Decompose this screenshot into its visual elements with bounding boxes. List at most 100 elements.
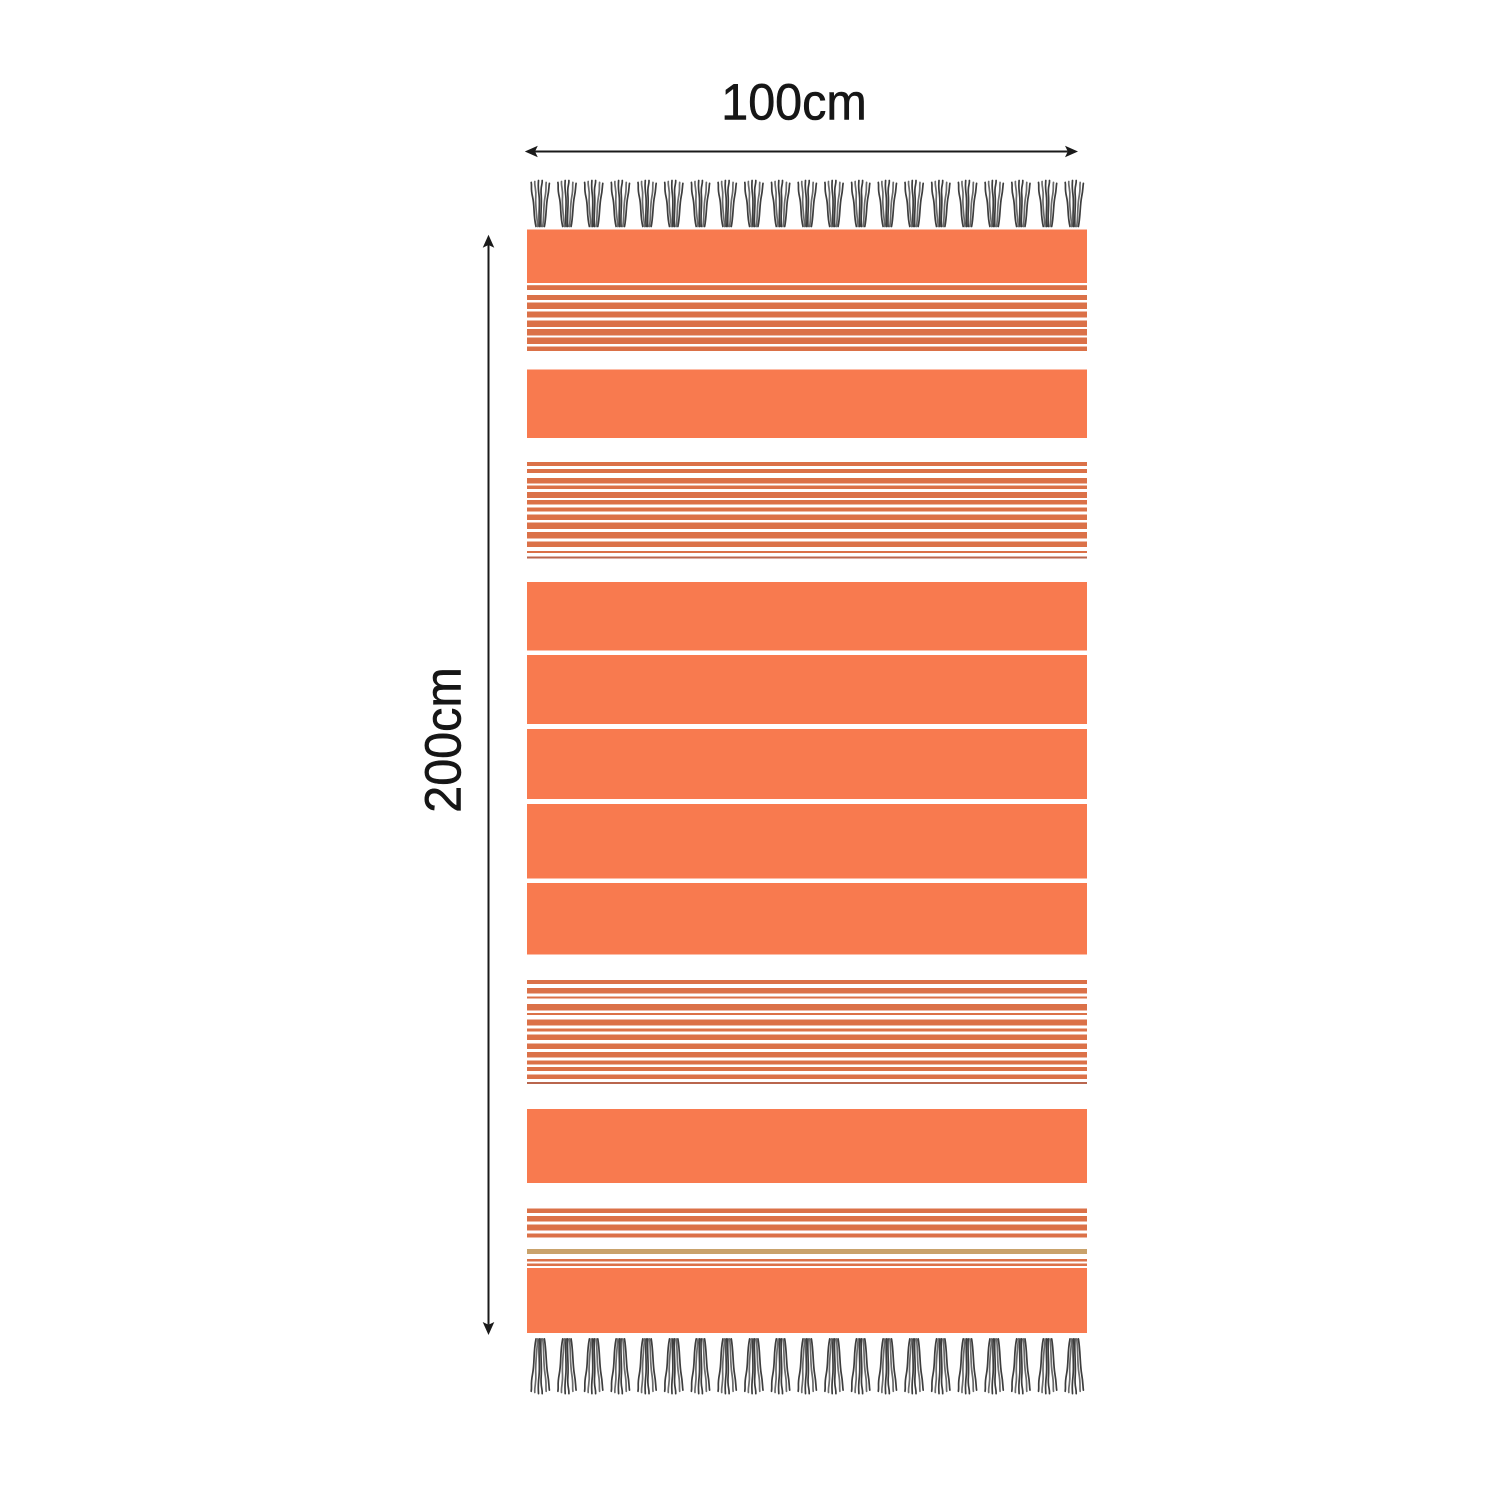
tassel-bundle — [637, 179, 658, 228]
tassel-bundle — [717, 1338, 738, 1395]
towel-thin-stripe — [527, 1019, 1087, 1026]
tassel-bundle — [1064, 179, 1085, 228]
towel-thin-stripe — [527, 1013, 1087, 1015]
towel-thin-stripe — [527, 329, 1087, 336]
towel-thin-stripe — [527, 980, 1087, 984]
towel-solid-block — [527, 369, 1087, 438]
tassel-bundle — [743, 1338, 764, 1395]
towel-solid-block — [527, 229, 1087, 283]
width-dimension-label: 100cm — [721, 73, 867, 131]
tassel-bundle — [877, 179, 898, 228]
tassel-bundle — [984, 179, 1005, 228]
tassel-bundle — [690, 179, 711, 228]
height-arrowhead-top — [482, 234, 495, 248]
towel-thin-stripe — [527, 492, 1087, 498]
towel-thin-stripe — [527, 337, 1087, 344]
tassel-bundle — [984, 1338, 1005, 1395]
towel-body — [527, 229, 1087, 1333]
tassel-bundle — [824, 179, 844, 228]
towel-top-fringe — [530, 179, 1085, 228]
towel-thin-stripe — [527, 1028, 1087, 1032]
towel-bottom-fringe — [530, 1338, 1085, 1395]
tassel-bundle — [583, 179, 604, 228]
towel-solid-block — [527, 1109, 1087, 1183]
tassel-bundle — [850, 1338, 871, 1395]
towel-thin-stripe — [527, 295, 1087, 300]
tassel-bundle — [957, 179, 978, 228]
towel-thin-stripe — [527, 1233, 1087, 1238]
towel-thin-stripe — [527, 320, 1087, 327]
towel-thin-stripe — [527, 485, 1087, 489]
height-dimension-arrow — [482, 234, 495, 1335]
towel-thin-stripe — [527, 532, 1087, 539]
tassel-bundle — [877, 1338, 898, 1395]
tassel-bundle — [1064, 1338, 1085, 1395]
towel-thin-stripe — [527, 541, 1087, 547]
towel-thin-stripe — [527, 1224, 1087, 1231]
tassel-bundle — [583, 1338, 604, 1395]
tassel-bundle — [823, 1338, 845, 1395]
towel-thin-stripe — [527, 514, 1087, 520]
tassel-bundle — [797, 1338, 818, 1395]
height-arrowhead-bottom — [482, 1322, 495, 1335]
tassel-bundle — [556, 1338, 578, 1395]
tassel-bundle — [770, 1338, 791, 1395]
tassel-bundle — [1010, 1338, 1031, 1395]
towel-thin-stripe — [527, 285, 1087, 290]
towel-thin-stripe — [527, 1216, 1087, 1222]
width-arrowhead-left — [524, 145, 538, 158]
tassel-bundle — [930, 179, 951, 228]
towel-thin-stripe — [527, 1052, 1087, 1058]
tassel-bundle — [690, 1338, 711, 1395]
tassel-bundle — [1037, 179, 1058, 228]
tassel-bundle — [797, 179, 818, 228]
towel-thin-stripe — [527, 551, 1087, 553]
towel-thin-stripe — [527, 478, 1087, 484]
towel-thin-stripe — [527, 507, 1087, 512]
tassel-bundle — [850, 179, 871, 228]
tassel-bundle — [530, 179, 551, 228]
towel-thin-stripe — [527, 1067, 1087, 1071]
towel-thin-stripe — [527, 500, 1087, 505]
tassel-bundle — [957, 1338, 978, 1395]
towel-thin-stripe — [527, 1259, 1087, 1262]
towel-thin-stripe — [527, 302, 1087, 309]
towel-thin-stripe — [527, 346, 1087, 351]
towel-thin-stripe — [527, 1004, 1087, 1011]
towel-thin-stripe — [527, 1034, 1087, 1040]
towel-thin-stripe — [527, 1043, 1087, 1049]
towel-thin-stripe — [527, 1082, 1087, 1084]
towel-thin-stripe — [527, 1060, 1087, 1065]
tassel-bundle — [930, 1338, 951, 1395]
tassel-bundle — [770, 179, 791, 228]
tassel-bundle — [530, 1338, 551, 1395]
tassel-bundle — [743, 179, 764, 228]
towel-thin-stripe — [527, 1074, 1087, 1079]
towel-solid-block — [527, 655, 1087, 724]
towel-thin-stripe — [527, 462, 1087, 466]
tassel-bundle — [717, 179, 738, 228]
towel-thin-stripe — [527, 522, 1087, 529]
tassel-bundle — [610, 1338, 631, 1395]
towel-thin-stripe — [527, 311, 1087, 318]
towel-solid-block — [527, 1268, 1087, 1333]
towel-thin-stripe — [527, 1263, 1087, 1266]
tassel-bundle — [1010, 179, 1031, 228]
tassel-bundle — [610, 179, 631, 228]
towel-thin-stripe — [527, 1249, 1087, 1254]
towel-solid-block — [527, 883, 1087, 955]
width-arrowhead-right — [1065, 145, 1078, 158]
towel-solid-block — [527, 582, 1087, 651]
towel-thin-stripe — [527, 469, 1087, 473]
towel-thin-stripe — [527, 988, 1087, 994]
towel-thin-stripe — [527, 556, 1087, 559]
tassel-bundle — [1037, 1338, 1058, 1395]
towel-thin-stripe — [527, 1208, 1087, 1213]
width-dimension-arrow — [524, 145, 1078, 158]
height-dimension-label: 200cm — [414, 667, 472, 813]
towel-solid-block — [527, 729, 1087, 799]
tassel-bundle — [904, 179, 925, 228]
tassel-bundle — [557, 179, 577, 228]
tassel-bundle — [663, 179, 684, 228]
